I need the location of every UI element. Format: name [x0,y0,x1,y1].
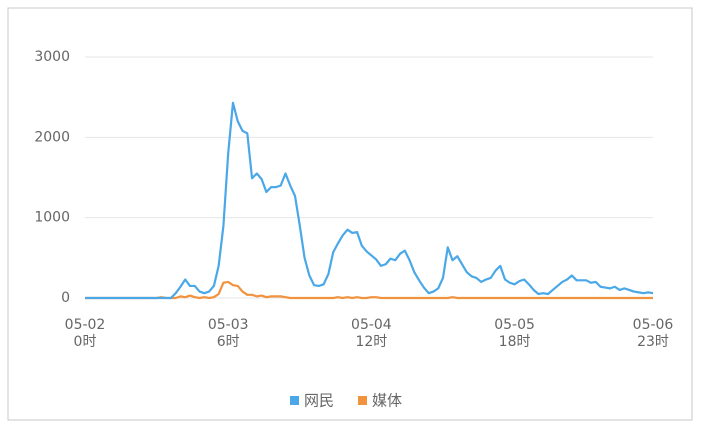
chart-frame [7,7,693,421]
x-tick-label: 12时 [355,334,387,350]
x-tick-label: 6时 [217,334,240,350]
y-tick-label: 2000 [34,129,70,145]
x-tick-label: 05-03 [208,317,249,333]
x-tick-label: 05-05 [494,317,535,333]
series-line [85,101,654,300]
legend-swatch [358,396,367,405]
x-tick-label: 23时 [637,334,669,350]
legend-swatch [290,396,299,405]
series-line [85,280,653,300]
y-tick-label: 3000 [34,49,70,65]
x-tick-label: 18时 [499,334,531,350]
legend-label: 媒体 [372,392,402,410]
legend-label: 网民 [304,392,334,410]
x-tick-label: 0时 [74,334,97,350]
x-tick-label: 05-02 [65,317,106,333]
y-tick-label: 0 [61,290,70,306]
y-tick-label: 1000 [34,210,70,226]
x-tick-label: 05-06 [633,317,674,333]
x-tick-label: 05-04 [351,317,392,333]
